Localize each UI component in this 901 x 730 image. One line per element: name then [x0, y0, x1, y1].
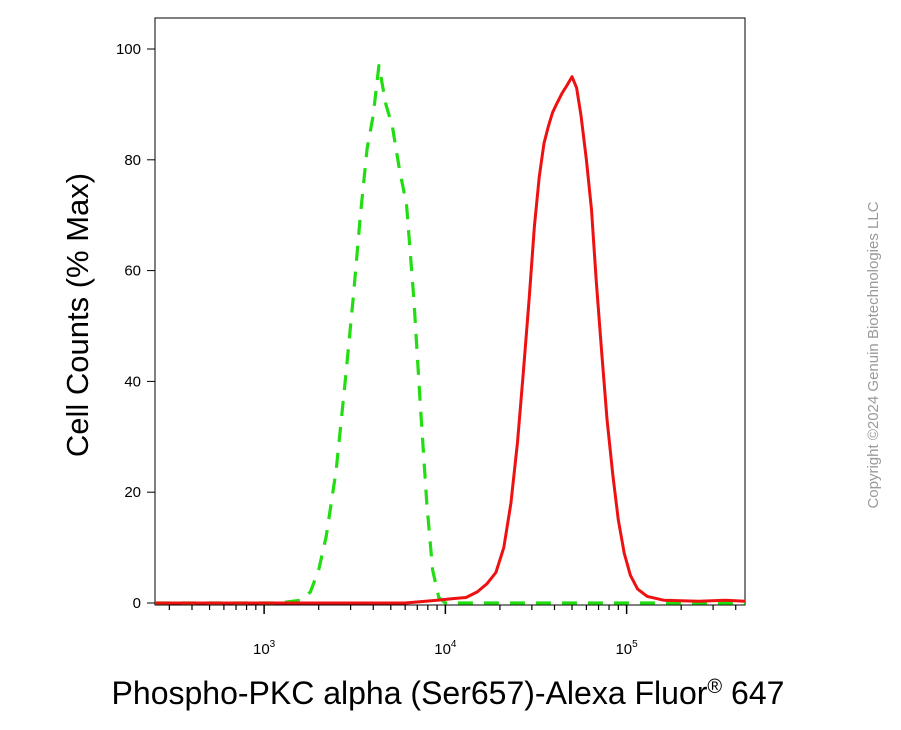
stained-histogram-line — [155, 75, 746, 605]
x-axis-title-registered: ® — [707, 676, 722, 698]
y-axis-title: Cell Counts (% Max) — [60, 173, 95, 457]
x-axis-title-suffix: 647 — [722, 675, 784, 711]
copyright-watermark: Copyright ©2024 Genuin Biotechnologies L… — [865, 201, 882, 508]
y-tick-label: 20 — [124, 484, 141, 501]
series-layer — [155, 63, 746, 605]
y-tick-label: 60 — [124, 263, 141, 280]
y-tick-label: 40 — [124, 373, 141, 390]
x-axis: 103 104 105 — [168, 605, 737, 658]
control-histogram-line — [155, 63, 745, 605]
x-tick-label: 104 — [434, 639, 457, 658]
plot-frame — [154, 17, 746, 606]
y-tick-label: 0 — [133, 595, 141, 612]
y-axis: 0 20 40 60 80 100 — [116, 41, 155, 612]
y-tick-label: 80 — [124, 152, 141, 169]
x-axis-title: Phospho-PKC alpha (Ser657)-Alexa Fluor® … — [112, 675, 785, 711]
x-tick-label: 105 — [615, 639, 638, 658]
x-tick-label: 103 — [253, 639, 276, 658]
y-tick-label: 100 — [116, 41, 141, 58]
x-axis-title-main: Phospho-PKC alpha (Ser657)-Alexa Fluor — [112, 675, 708, 711]
